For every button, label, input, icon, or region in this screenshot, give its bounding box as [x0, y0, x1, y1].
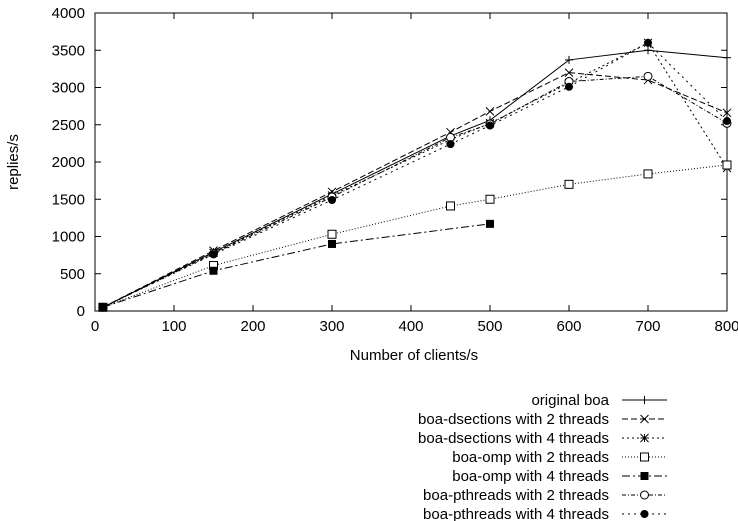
data-point — [723, 117, 731, 126]
legend-label: boa-omp with 2 threads — [452, 449, 609, 466]
data-point — [564, 179, 574, 189]
data-point — [722, 160, 732, 170]
legend-marker — [640, 510, 649, 518]
data-point — [209, 250, 218, 259]
data-point — [565, 82, 573, 91]
legend-marker — [640, 433, 649, 443]
y-tick-label: 1000 — [52, 229, 85, 246]
y-axis-title: replies/s — [5, 134, 22, 190]
data-point — [723, 53, 731, 62]
legend-marker — [640, 490, 649, 500]
y-tick-label: 0 — [77, 303, 85, 320]
y-tick-label: 500 — [60, 266, 85, 283]
data-point — [644, 38, 652, 47]
legend-label: boa-dsections with 4 threads — [418, 430, 609, 447]
data-point — [486, 121, 494, 130]
data-point — [565, 55, 573, 64]
plot-frame — [94, 12, 728, 312]
data-point — [328, 239, 336, 248]
y-tick-label: 3000 — [52, 80, 85, 97]
legend-marker — [640, 452, 649, 462]
data-point — [485, 194, 495, 204]
y-tick-label: 2000 — [52, 154, 85, 171]
series-line-7 — [102, 42, 728, 308]
x-tick-label: 0 — [91, 318, 99, 335]
series-line-5 — [102, 223, 491, 308]
legend-label: boa-pthreads with 2 threads — [423, 487, 609, 504]
series-line-1 — [102, 49, 728, 308]
legend-label: original boa — [531, 392, 609, 409]
legend-label: boa-pthreads with 4 threads — [423, 506, 609, 521]
data-point — [446, 140, 455, 149]
data-point — [485, 106, 495, 116]
x-tick-label: 600 — [556, 318, 581, 335]
x-tick-label: 400 — [398, 318, 423, 335]
y-tick-label: 3500 — [52, 42, 85, 59]
x-tick-label: 500 — [477, 318, 502, 335]
x-tick-label: 100 — [161, 318, 186, 335]
series-line-6 — [102, 75, 728, 308]
y-tick-label: 1500 — [52, 191, 85, 208]
data-point — [643, 169, 653, 179]
data-point — [643, 71, 653, 81]
data-point — [644, 46, 652, 55]
data-point — [328, 195, 336, 204]
data-point — [209, 266, 218, 275]
data-point — [98, 303, 107, 312]
legend-label: boa-dsections with 2 threads — [418, 411, 609, 428]
y-tick-label: 4000 — [52, 5, 85, 22]
series-line-2 — [102, 72, 728, 308]
data-point — [564, 68, 574, 77]
series-line-3 — [102, 42, 728, 308]
x-tick-label: 800 — [714, 318, 738, 335]
data-point — [446, 201, 455, 211]
legend-label: boa-omp with 4 threads — [452, 468, 609, 485]
series-line-4 — [102, 164, 728, 308]
data-point — [327, 229, 337, 239]
legend-marker — [640, 472, 649, 480]
y-tick-label: 2500 — [52, 117, 85, 134]
x-tick-label: 700 — [635, 318, 660, 335]
legend-marker — [640, 396, 649, 404]
x-tick-label: 200 — [240, 318, 265, 335]
legend-marker — [640, 414, 649, 424]
data-point — [486, 219, 494, 228]
x-axis-title: Number of clients/s — [350, 347, 478, 364]
data-point — [722, 108, 732, 118]
legend: original boa boa-dsections with 2 threads… — [418, 392, 667, 521]
x-tick-label: 300 — [319, 318, 344, 335]
